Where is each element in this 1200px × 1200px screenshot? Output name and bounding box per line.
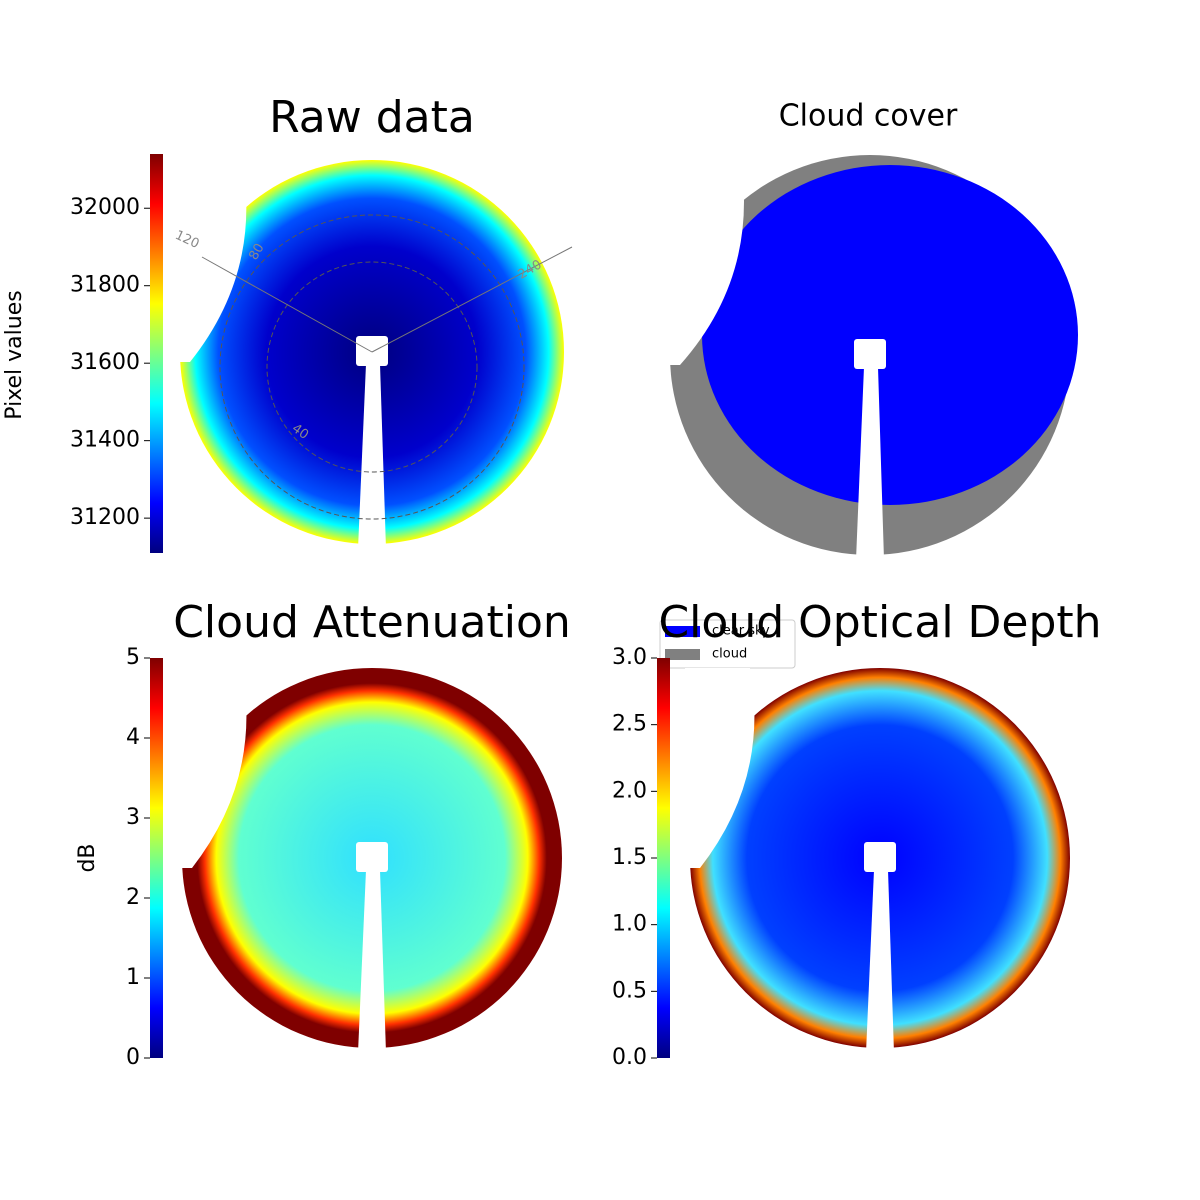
arm-mask	[866, 870, 894, 1053]
panel: Cloud Optical Depth 0.0 0.5 1.0 1.5 2.0 2.5 3.0	[612, 597, 1102, 1070]
arm-mask	[358, 870, 386, 1053]
sensor-mask	[356, 336, 388, 366]
colorbar-tick-label: 2.5	[612, 712, 647, 737]
sensor-mask	[854, 339, 886, 369]
colorbar-tick-label: 5	[126, 645, 140, 670]
colorbar-tick-label: 1.0	[612, 912, 647, 937]
colorbar-tick-label: 0	[126, 1045, 140, 1070]
panel-title: Cloud cover	[779, 99, 958, 134]
image-mask	[177, 668, 247, 868]
colorbar-tick-label: 4	[126, 725, 140, 750]
panel: Raw data12024080403120031400316003180032…	[2, 92, 573, 553]
colorbar-tick-label: 2	[126, 885, 140, 910]
polar-label: 80	[246, 241, 267, 263]
panel-title: Raw data	[269, 92, 475, 143]
arm-mask	[856, 367, 884, 560]
image-mask	[685, 668, 755, 868]
polar-grid	[219, 214, 525, 520]
colorbar	[150, 658, 163, 1058]
colorbar-tick-label: 2.0	[612, 778, 647, 803]
colorbar-tick-label: 3	[126, 805, 140, 830]
colorbar	[657, 658, 670, 1058]
arm-mask	[358, 364, 386, 549]
polar-spoke	[201, 256, 373, 353]
panel-title: Cloud Attenuation	[173, 597, 571, 648]
polar-spoke	[371, 246, 573, 353]
colorbar-tick-label: 32000	[70, 195, 140, 220]
colorbar-tick-label: 1	[126, 965, 140, 990]
legend-label: clear sky	[712, 624, 770, 639]
panel: Cloud Attenuation 0 1 2 3 4 5 dB	[75, 597, 571, 1070]
colorbar-label: dB	[75, 843, 100, 872]
colorbar-tick-label: 31200	[70, 505, 140, 530]
colorbar-tick-label: 1.5	[612, 845, 647, 870]
clear-region	[702, 165, 1078, 505]
colorbar-tick-label: 3.0	[612, 645, 647, 670]
panel: Cloud cover clear sky cloud	[659, 99, 1078, 669]
colorbar-tick-label: 31800	[70, 273, 140, 298]
legend-swatch	[665, 649, 700, 660]
panel-title: Cloud Optical Depth	[658, 597, 1101, 648]
image-mask	[175, 160, 247, 362]
polar-grid	[266, 261, 478, 473]
colorbar-label: Pixel values	[2, 290, 27, 419]
legend-label: cloud	[712, 647, 747, 662]
image-mask	[665, 155, 744, 365]
sensor-mask	[864, 842, 896, 872]
colorbar-tick-label: 31400	[70, 428, 140, 453]
colorbar-tick-label: 0.0	[612, 1045, 647, 1070]
legend-swatch	[665, 626, 700, 637]
colorbar-tick-label: 0.5	[612, 978, 647, 1003]
colorbar	[150, 154, 163, 553]
colorbar-tick-label: 31600	[70, 350, 140, 375]
sensor-mask	[356, 842, 388, 872]
